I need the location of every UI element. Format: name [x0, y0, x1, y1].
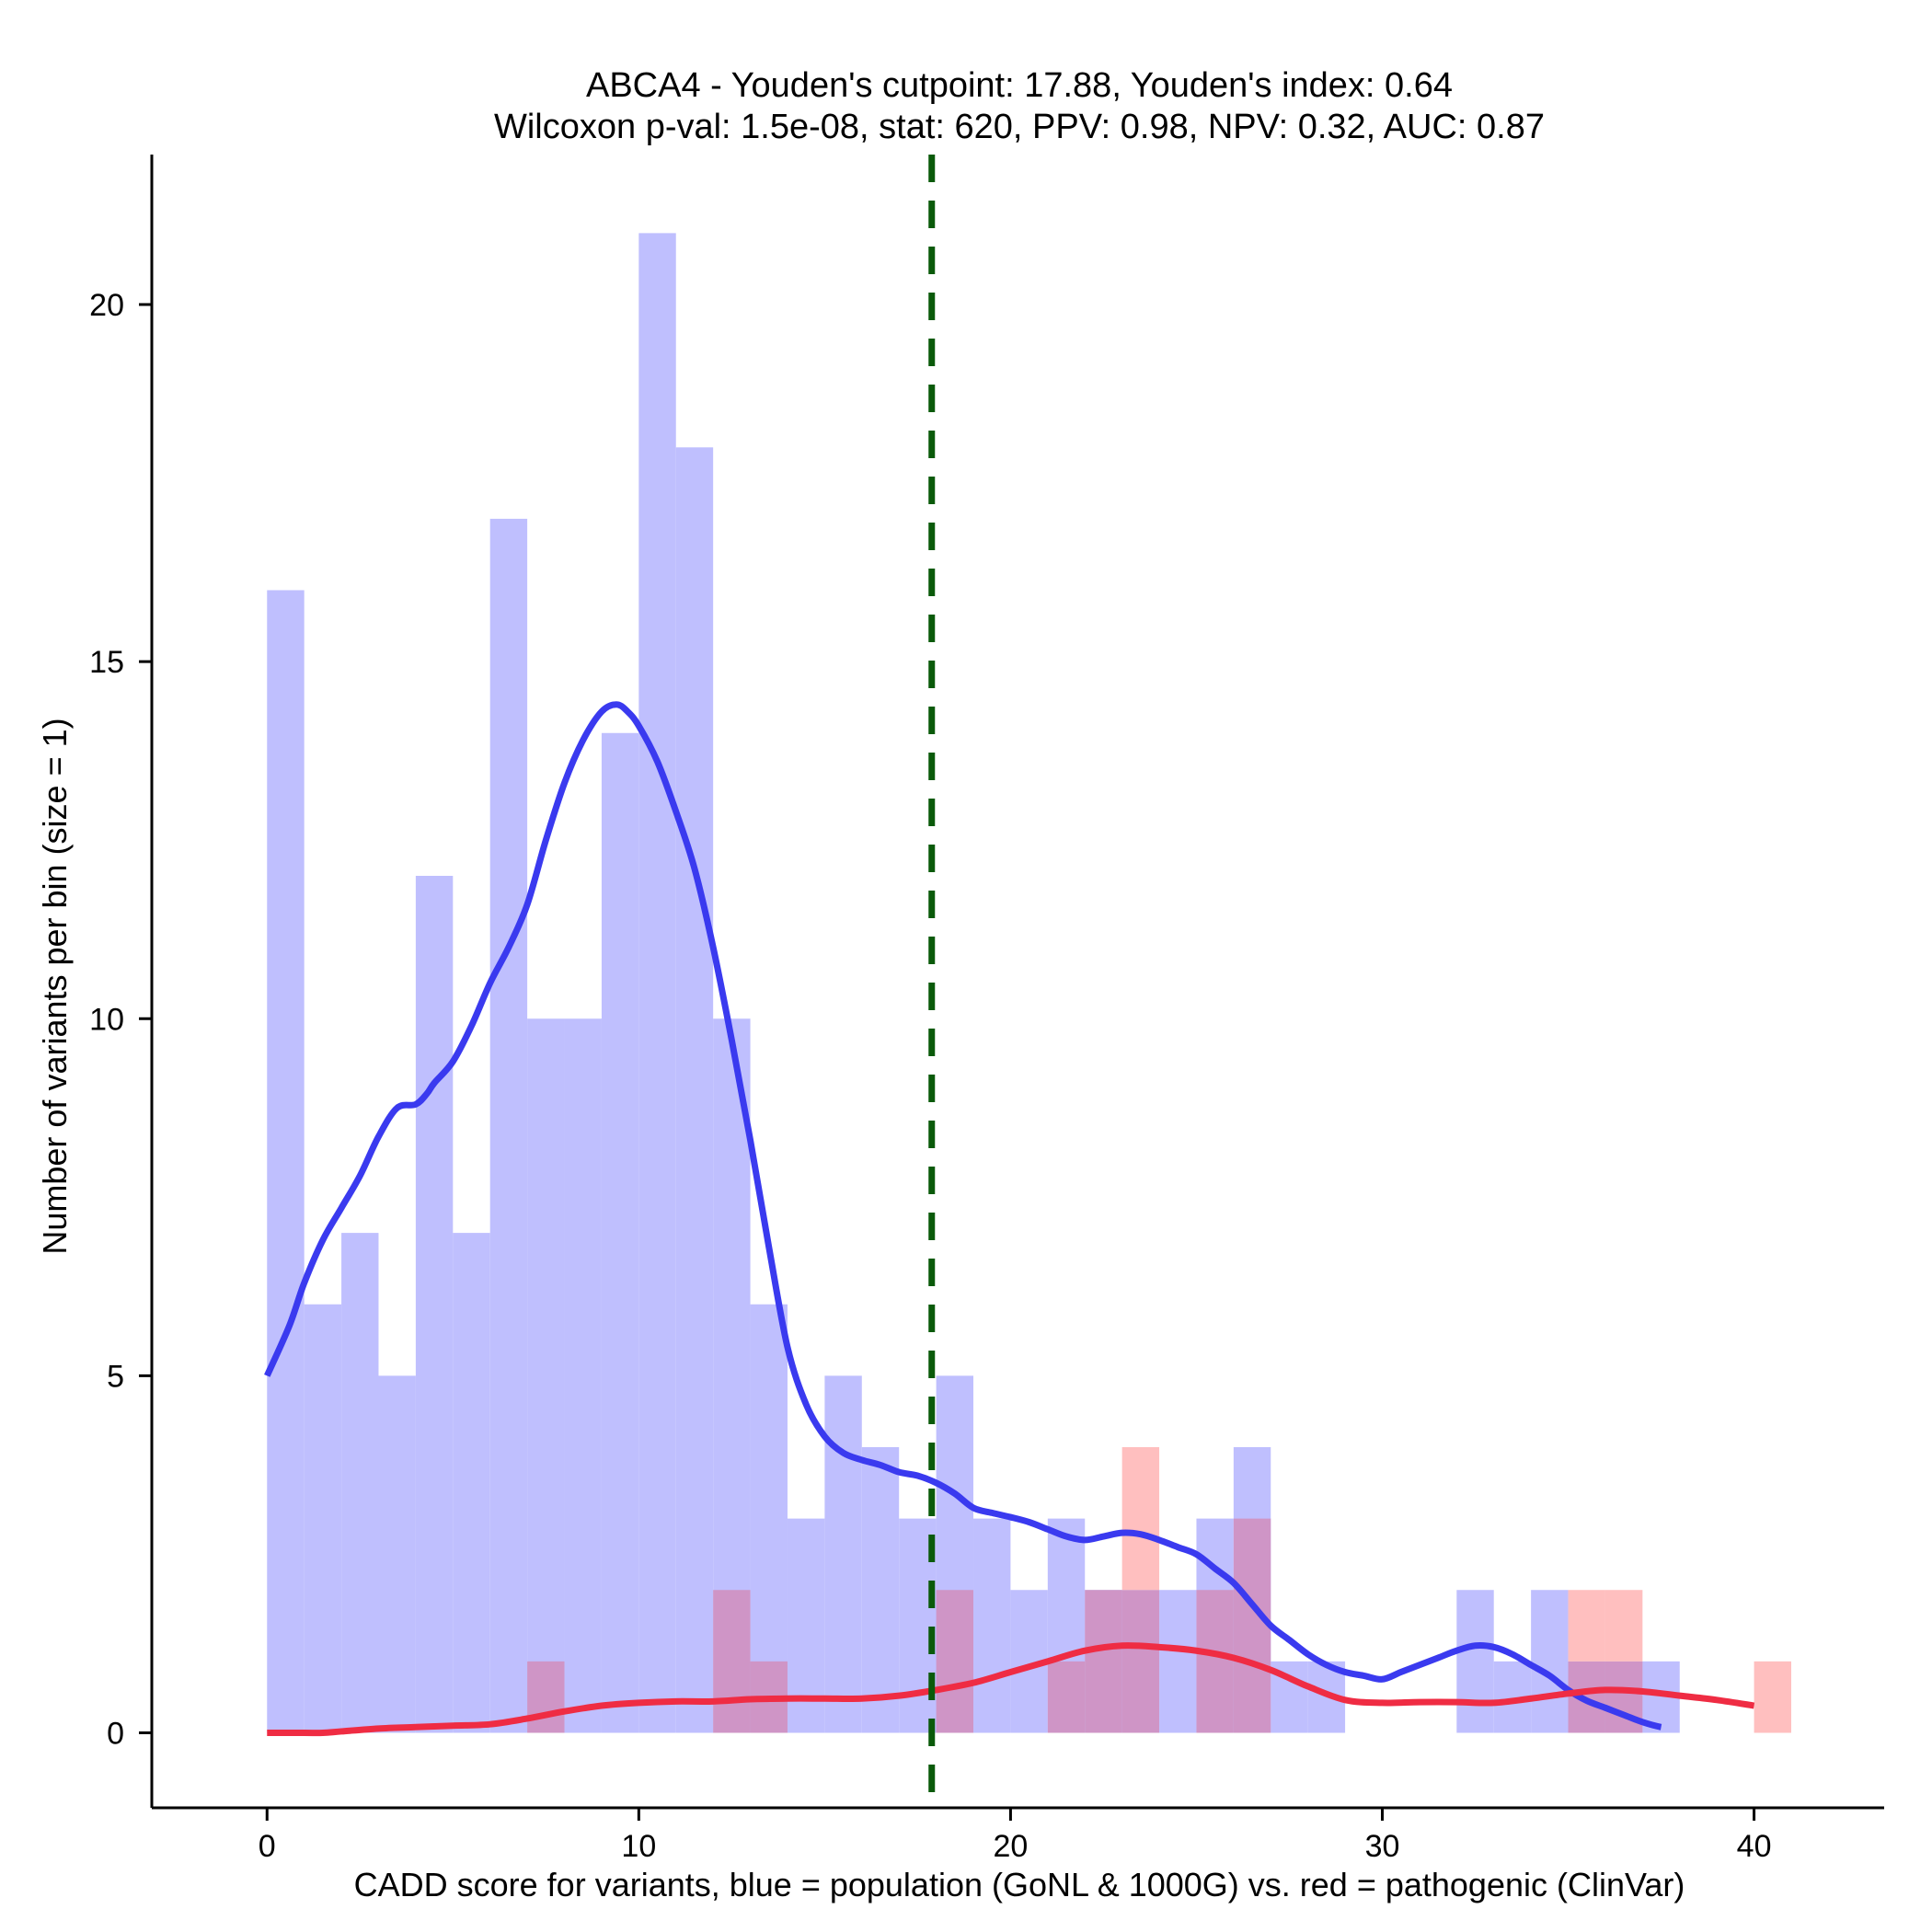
population-bar-1: [304, 1304, 342, 1733]
pathogenic-bar-36: [1604, 1590, 1643, 1662]
population-bar-32: [1456, 1590, 1494, 1733]
population-bar-34: [1531, 1590, 1569, 1733]
population-bar-11: [675, 447, 714, 1733]
y-axis-title: Number of variants per bin (size = 1): [36, 718, 74, 1254]
pathogenic-overlap-bar-22: [1085, 1590, 1122, 1733]
x-tick-label-40: 40: [1737, 1829, 1772, 1864]
axes: [150, 155, 1884, 1810]
y-tick-label-0: 0: [107, 1716, 124, 1751]
y-tick-label-10: 10: [89, 1002, 124, 1037]
population-bar-9: [601, 732, 639, 1733]
population-density-curve: [264, 701, 1662, 1731]
x-tick-label-0: 0: [259, 1829, 276, 1864]
pathogenic-overlap-bar-18: [936, 1590, 974, 1733]
x-ticks: 0 10 20 30 40: [259, 1808, 1772, 1864]
population-bar-8: [564, 1018, 602, 1733]
pathogenic-overlap-bar-25: [1196, 1590, 1234, 1733]
x-tick-label-20: 20: [994, 1829, 1029, 1864]
population-bar-19: [973, 1518, 1011, 1733]
population-bar-4: [415, 876, 454, 1733]
pathogenic-overlap-bar-7: [527, 1661, 565, 1733]
chart-title-line-1: ABCA4 - Youden's cutpoint: 17.88, Youden…: [586, 66, 1453, 105]
y-tick-label-15: 15: [89, 645, 124, 680]
population-bar-16: [861, 1446, 900, 1733]
density-curves: [264, 701, 1755, 1737]
x-axis-title: CADD score for variants, blue = populati…: [354, 1866, 1685, 1903]
pathogenic-overlap-bar-12: [713, 1590, 751, 1733]
pathogenic-bars: [527, 1446, 1791, 1733]
population-bar-2: [341, 1233, 379, 1733]
population-bar-6: [489, 518, 528, 1733]
pathogenic-overlap-bar-23: [1121, 1590, 1160, 1733]
population-bar-3: [378, 1375, 416, 1733]
population-bar-7: [527, 1018, 565, 1733]
x-tick-label-10: 10: [621, 1829, 656, 1864]
y-tick-label-5: 5: [107, 1359, 124, 1394]
y-ticks: 0 5 10 15 20: [89, 288, 152, 1751]
population-bar-0: [267, 590, 305, 1733]
x-tick-label-30: 30: [1365, 1829, 1400, 1864]
pathogenic-overlap-bar-21: [1047, 1661, 1086, 1733]
pathogenic-bar-23: [1121, 1446, 1160, 1591]
population-bar-10: [638, 233, 676, 1733]
pathogenic-bar-35: [1568, 1590, 1605, 1662]
y-tick-label-20: 20: [89, 288, 124, 323]
pathogenic-density-curve: [267, 1642, 1755, 1737]
pathogenic-overlap-bar-26: [1233, 1518, 1271, 1733]
chart-title-line-2: Wilcoxon p-val: 1.5e-08, stat: 620, PPV:…: [494, 108, 1545, 146]
population-bar-24: [1159, 1590, 1197, 1733]
population-bar-15: [824, 1375, 862, 1733]
pathogenic-bar-40: [1754, 1661, 1791, 1733]
population-bar-5: [453, 1233, 490, 1733]
